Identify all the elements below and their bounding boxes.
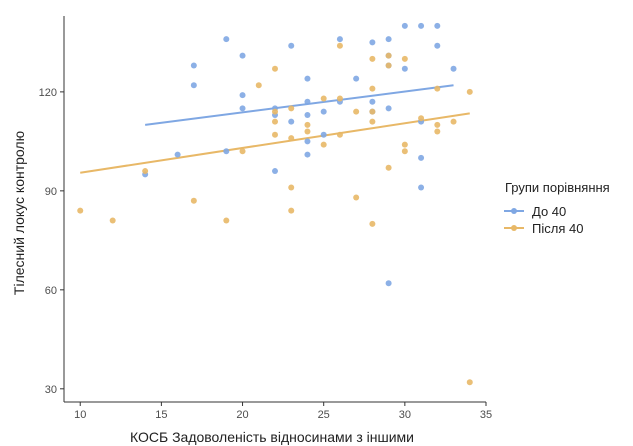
data-point [239,92,246,99]
y-axis-title: Тілесний локус контролю [11,131,27,295]
data-point [223,36,230,43]
data-point [304,98,311,105]
data-point [174,151,181,158]
trend-lines [80,84,470,174]
data-point [418,184,425,191]
data-point [255,82,262,89]
data-point [369,55,376,62]
data-point [272,118,278,125]
data-point [466,88,473,95]
data-point [385,164,392,171]
data-point [369,39,376,46]
y-tick-label: 60 [45,285,57,297]
data-point [223,217,230,224]
data-point [369,98,376,105]
data-point [401,22,408,29]
legend: До 40 Після 40 [504,204,583,236]
data-point [320,141,327,148]
data-point [369,220,376,227]
legend-key-point [511,225,517,231]
x-tick-label: 35 [480,409,492,421]
data-point [304,111,311,118]
data-point [369,108,376,115]
data-point [288,184,295,191]
data-point [434,121,441,128]
data-point [109,217,116,224]
data-point [288,118,295,125]
data-point [434,42,441,49]
data-point [369,85,376,92]
data-point [304,121,311,128]
data-point [223,148,230,155]
data-point [336,36,343,43]
data-point [434,128,441,135]
data-points [77,22,473,386]
data-point [272,168,278,175]
y-tick-label: 120 [39,87,57,99]
data-point [239,148,246,155]
data-point [304,75,311,82]
data-point [304,128,311,135]
data-point [401,55,408,62]
data-point [369,118,376,125]
x-tick-label: 20 [236,409,248,421]
data-point [304,151,311,158]
data-point [336,131,343,138]
data-point [190,62,197,69]
data-point [239,52,246,59]
data-point [450,118,457,125]
data-point [401,141,408,148]
data-point [385,62,392,69]
data-point [288,105,295,112]
data-point [239,105,246,112]
data-point [434,85,441,92]
data-point [320,95,327,102]
legend-title: Групи порівняння [505,180,610,195]
data-point [353,108,360,115]
x-tick-label: 30 [399,409,411,421]
data-point [385,105,392,112]
data-point [288,42,295,49]
data-point [434,22,441,29]
data-point [320,108,327,115]
data-point [77,207,84,214]
legend-key-point [511,208,517,214]
data-point [466,379,473,386]
data-point [288,135,295,142]
legend-label: Після 40 [532,221,583,236]
data-point [288,207,295,214]
data-point [385,280,392,287]
data-point [272,65,278,72]
x-tick-label: 10 [74,409,86,421]
data-point [304,138,311,145]
data-point [272,131,278,138]
data-point [385,52,392,59]
y-tick-label: 30 [45,384,57,396]
axes: 10 15 20 25 30 35 30 60 90 120 [39,16,492,421]
data-point [401,148,408,155]
x-tick-label: 25 [318,409,330,421]
data-point [418,22,425,29]
data-point [272,108,278,115]
y-tick-label: 90 [45,186,57,198]
data-point [320,131,327,138]
data-point [353,194,360,201]
trend-line [80,112,470,174]
data-point [418,115,425,122]
data-point [353,75,360,82]
data-point [450,65,457,72]
data-point [190,82,197,89]
x-tick-label: 15 [155,409,167,421]
data-point [418,154,425,161]
data-point [336,95,343,102]
data-point [190,197,197,204]
data-point [142,168,149,175]
data-point [401,65,408,72]
data-point [336,42,343,49]
x-axis-title: КОСБ Задоволеність відносинами з іншими [130,429,414,445]
trend-line [145,84,454,126]
data-point [385,36,392,43]
legend-label: До 40 [532,204,566,219]
